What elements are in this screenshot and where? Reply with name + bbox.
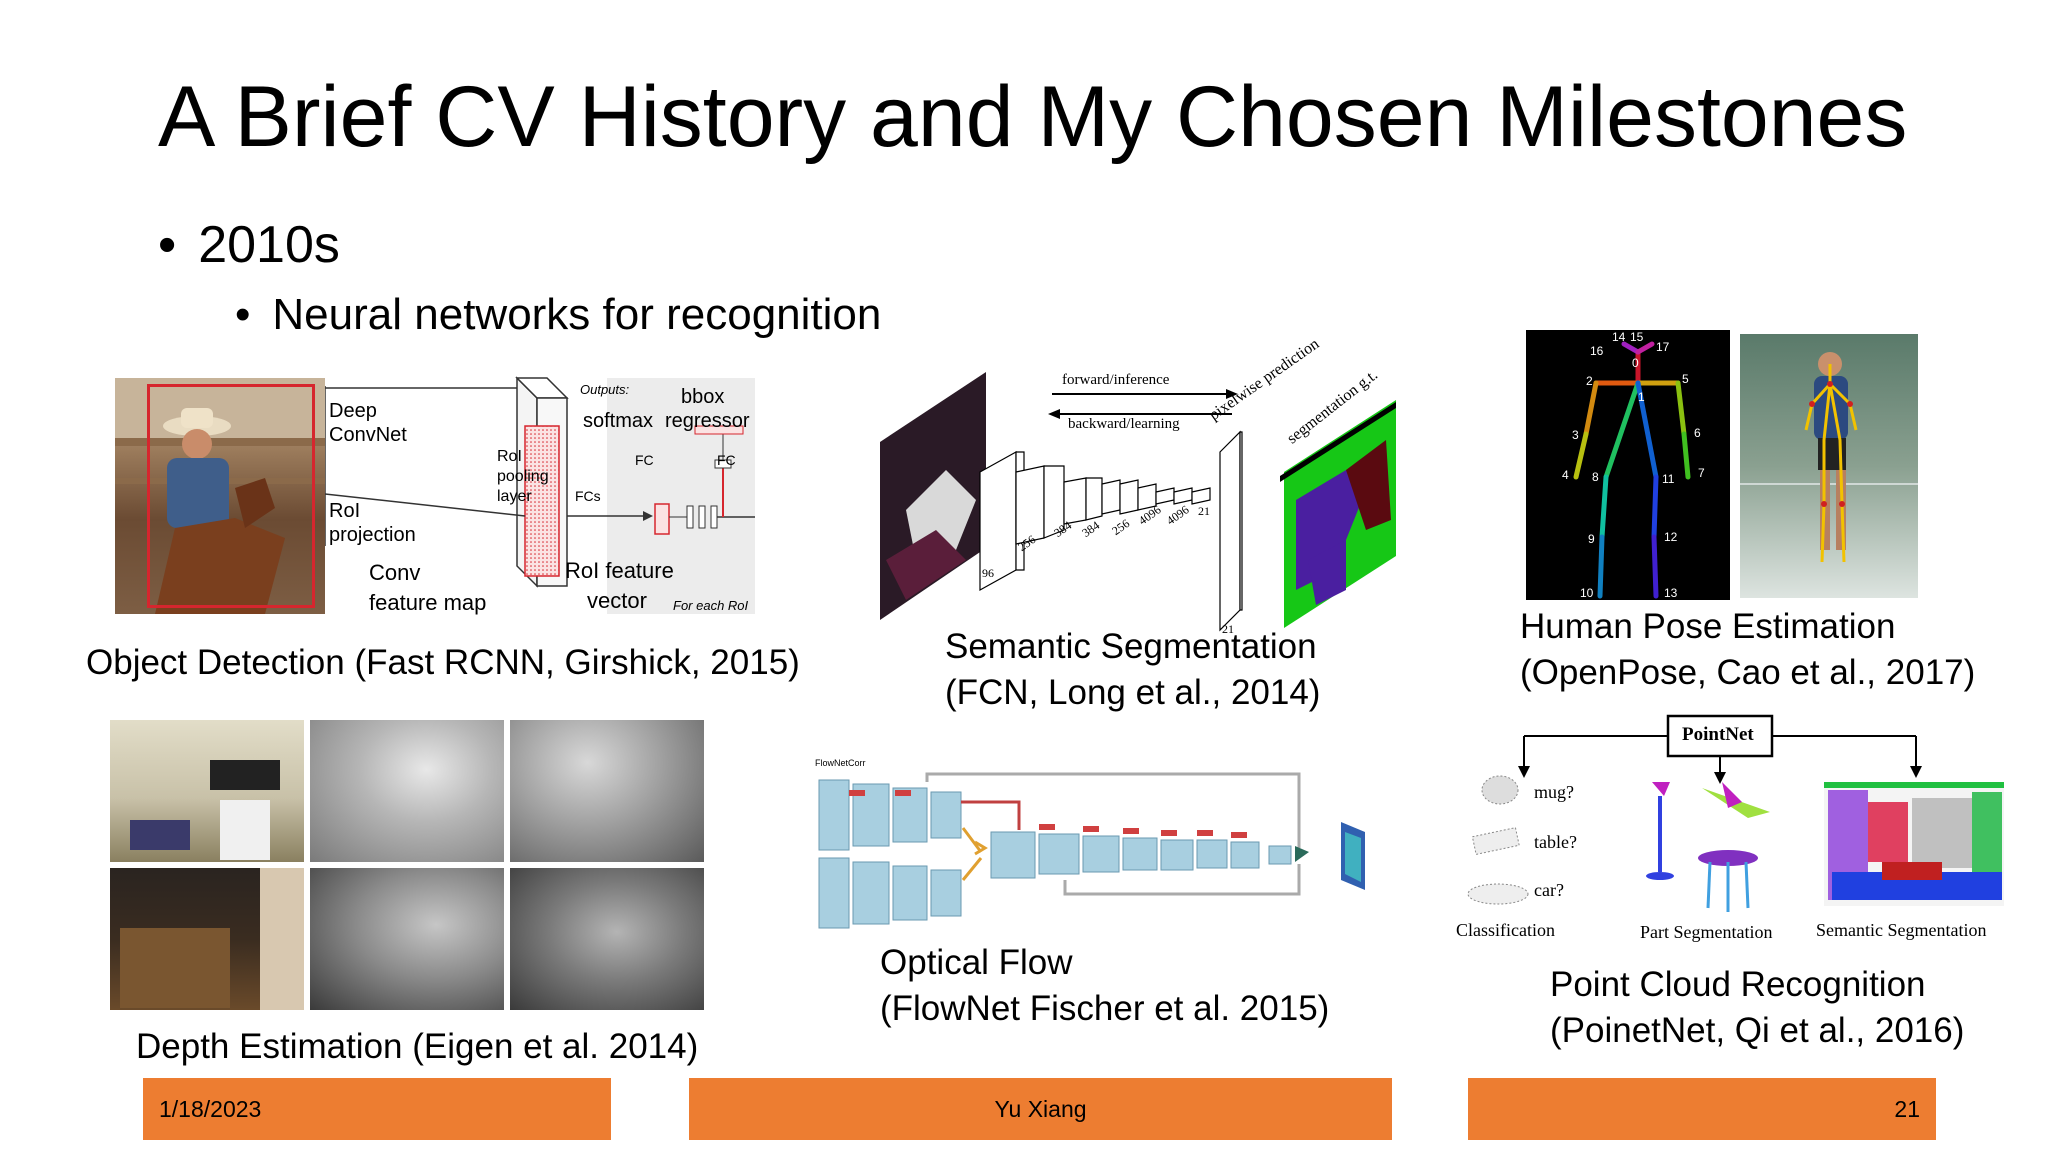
label-fc-1: FC <box>635 452 654 468</box>
label-bbox: bbox <box>681 386 725 408</box>
depth-estimation-panel <box>110 720 706 1012</box>
kp-8: 8 <box>1592 470 1599 484</box>
optical-flow-caption-2: (FlowNet Fischer et al. 2015) <box>880 989 1330 1028</box>
bullet-dot: • <box>158 216 177 274</box>
footer-date: 1/18/2023 <box>159 1096 262 1122</box>
pose-estimation-caption-2: (OpenPose, Cao et al., 2017) <box>1520 653 1976 692</box>
depth-rgb-image-2 <box>110 868 304 1010</box>
label-backward: backward/learning <box>1068 416 1180 432</box>
kp-12: 12 <box>1664 530 1678 544</box>
label-roi-pooling-3: layer <box>497 488 532 505</box>
label-deep: Deep <box>329 400 377 422</box>
detection-box <box>147 384 315 608</box>
kp-3: 3 <box>1572 428 1579 442</box>
pointnet-diagram <box>1467 714 2004 912</box>
label-regressor: regressor <box>665 410 750 432</box>
slide-title: A Brief CV History and My Chosen Milesto… <box>158 69 1908 165</box>
label-for-each-roi: For each RoI <box>673 598 749 613</box>
label-flownetcorr: FlowNetCorr <box>815 758 866 768</box>
label-roi: RoI <box>329 500 361 522</box>
label-pointnet: PointNet <box>1682 724 1754 745</box>
point-cloud-panel: PointNet mug? table? car? Classification… <box>1452 712 2012 952</box>
pose-estimation-caption-1: Human Pose Estimation <box>1520 607 1896 646</box>
kp-17: 17 <box>1656 340 1670 354</box>
footer-page-bar: 21 <box>1468 1078 1936 1140</box>
flownet-diagram <box>818 772 1365 929</box>
pose-estimation-panel: 0 1 2 3 4 5 6 7 8 9 10 11 12 13 14 15 16… <box>1526 330 1926 600</box>
cowboy-photo <box>115 378 325 614</box>
kp-11: 11 <box>1662 472 1675 486</box>
kp-1: 1 <box>1638 390 1645 404</box>
kp-13: 13 <box>1664 586 1678 600</box>
kp-0: 0 <box>1632 356 1639 370</box>
label-feature-map: feature map <box>369 590 487 615</box>
kp-5: 5 <box>1682 372 1689 386</box>
bullet-level-2-text: Neural networks for recognition <box>272 290 882 339</box>
bullet-level-2: • Neural networks for recognition <box>235 290 881 340</box>
optical-flow-panel: FlowNetCorr <box>815 758 1375 942</box>
semantic-segmentation-caption-2: (FCN, Long et al., 2014) <box>945 673 1321 712</box>
object-detection-caption: Object Detection (Fast RCNN, Girshick, 2… <box>86 643 800 682</box>
kp-14: 14 <box>1612 330 1626 344</box>
label-outputs: Outputs: <box>580 382 630 397</box>
fcn-diagram <box>880 372 1396 632</box>
skeleton-diagram <box>1526 330 1730 600</box>
bullet-level-1-text: 2010s <box>198 216 340 274</box>
keypoint-labels: 0 1 2 3 4 5 6 7 8 9 10 11 12 13 14 15 16… <box>1526 330 1730 600</box>
point-cloud-caption-1: Point Cloud Recognition <box>1550 965 1926 1004</box>
label-forward: forward/inference <box>1062 372 1170 388</box>
cowboy-photo-illustration <box>115 378 325 614</box>
athlete-photo <box>1740 334 1918 598</box>
kp-9: 9 <box>1588 532 1595 546</box>
optical-flow-caption-1: Optical Flow <box>880 943 1073 982</box>
label-fc-2: FC <box>717 452 736 468</box>
label-21b: 21 <box>1222 622 1234 636</box>
footer-author: Yu Xiang <box>994 1096 1087 1122</box>
label-conv: Conv <box>369 560 421 585</box>
kp-4: 4 <box>1562 468 1569 482</box>
label-part-segmentation: Part Segmentation <box>1640 922 1773 942</box>
label-softmax: softmax <box>583 410 654 432</box>
depth-pred-image-2 <box>510 868 704 1010</box>
label-projection: projection <box>329 524 416 546</box>
kp-16: 16 <box>1590 344 1604 358</box>
label-car: car? <box>1534 880 1564 900</box>
point-cloud-caption-2: (PoinetNet, Qi et al., 2016) <box>1550 1011 1965 1050</box>
semantic-segmentation-caption-1: Semantic Segmentation <box>945 627 1317 666</box>
label-96: 96 <box>982 566 994 580</box>
label-semantic-segmentation: Semantic Segmentation <box>1816 920 1987 940</box>
object-detection-panel: Deep ConvNet RoI projection Conv feature… <box>115 376 755 616</box>
label-mug: mug? <box>1534 782 1574 802</box>
label-table: table? <box>1534 832 1577 852</box>
label-vector: vector <box>587 588 647 613</box>
semantic-segmentation-panel: forward/inference backward/learning pixe… <box>876 335 1396 636</box>
label-classification: Classification <box>1456 920 1555 940</box>
footer-author-bar: Yu Xiang <box>689 1078 1392 1140</box>
label-21a: 21 <box>1198 504 1210 518</box>
depth-gt-image-2 <box>310 868 504 1010</box>
kp-10: 10 <box>1580 586 1594 600</box>
label-roi-pooling-1: RoI <box>497 448 522 465</box>
kp-2: 2 <box>1586 374 1593 388</box>
label-roi-feature: RoI feature <box>565 558 674 583</box>
label-convnet: ConvNet <box>329 424 407 446</box>
bullet-level-1: • 2010s <box>158 215 340 275</box>
bullet-dot: • <box>235 290 251 339</box>
kp-6: 6 <box>1694 426 1701 440</box>
depth-pred-image-1 <box>510 720 704 862</box>
label-fcs: FCs <box>575 488 601 504</box>
kp-15: 15 <box>1630 330 1644 344</box>
kp-7: 7 <box>1698 466 1705 480</box>
footer-date-bar: 1/18/2023 <box>143 1078 611 1140</box>
depth-estimation-caption: Depth Estimation (Eigen et al. 2014) <box>136 1027 699 1066</box>
depth-rgb-image-1 <box>110 720 304 862</box>
fast-rcnn-diagram <box>325 376 755 614</box>
label-roi-pooling-2: pooling <box>497 468 549 485</box>
footer-page-number: 21 <box>1894 1096 1920 1122</box>
depth-gt-image-1 <box>310 720 504 862</box>
